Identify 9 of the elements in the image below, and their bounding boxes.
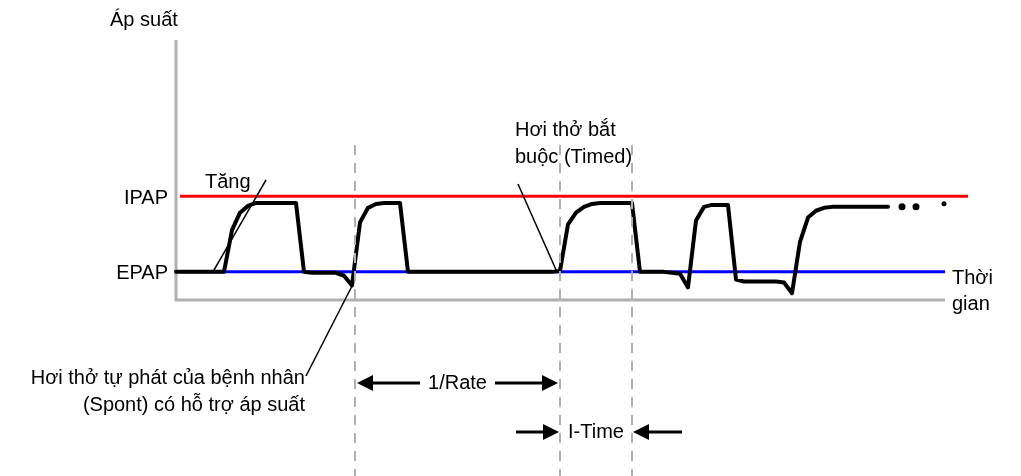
text: Tăng (205, 169, 251, 192)
text: I-Time (568, 419, 624, 442)
ref-line-label: IPAP (123, 185, 168, 208)
text: Hơi thở bắt buộc (Timed) (515, 117, 633, 167)
ref-line-label: EPAP (116, 261, 168, 284)
x-axis-title: Thời gian (952, 265, 993, 314)
text: Hơi thở tự phát của bệnh nhân (Spont) có hỗ trợ áp suất (30, 365, 306, 415)
text: 1/Rate (428, 370, 487, 393)
text: Áp suất (110, 7, 179, 30)
